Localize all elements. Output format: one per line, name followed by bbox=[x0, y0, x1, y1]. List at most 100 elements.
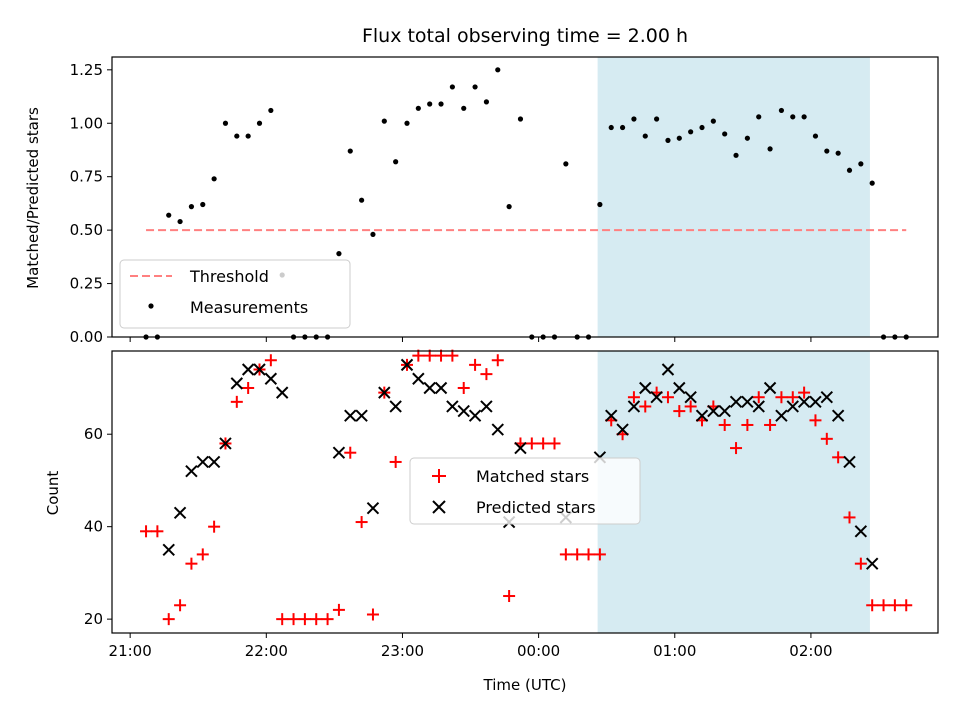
measurement-point bbox=[495, 67, 501, 73]
measurement-point bbox=[801, 114, 807, 120]
predicted-star-marker bbox=[752, 400, 765, 413]
measurement-point bbox=[858, 161, 864, 167]
matched-star-marker bbox=[900, 599, 913, 612]
predicted-star-marker bbox=[616, 423, 629, 436]
matched-star-marker bbox=[310, 613, 323, 626]
bottom-ytick-label: 60 bbox=[84, 425, 103, 443]
predicted-star-marker bbox=[344, 409, 357, 422]
matched-star-marker bbox=[786, 391, 799, 404]
matched-star-marker bbox=[820, 432, 833, 445]
predicted-star-marker bbox=[275, 386, 289, 399]
measurement-point bbox=[846, 167, 853, 173]
matched-star-marker bbox=[321, 613, 334, 626]
measurement-point bbox=[461, 105, 467, 111]
measurement-point bbox=[744, 135, 750, 141]
bottom-legend: Matched stars Predicted stars bbox=[409, 457, 641, 525]
measurement-point bbox=[449, 84, 455, 90]
matched-star-marker bbox=[412, 349, 425, 362]
measurement-point bbox=[222, 120, 229, 126]
xtick-label: 22:00 bbox=[245, 642, 288, 660]
predicted-star-marker bbox=[400, 358, 414, 372]
predicted-star-marker bbox=[809, 395, 822, 409]
matched-star-marker bbox=[344, 446, 357, 459]
matched-star-marker bbox=[298, 613, 311, 626]
measurement-point bbox=[676, 135, 682, 141]
measurement-point bbox=[268, 107, 274, 114]
xtick-label: 02:00 bbox=[789, 642, 832, 660]
predicted-star-marker bbox=[797, 395, 811, 409]
top-legend: Threshold Measurements bbox=[119, 259, 351, 329]
bottom-ylabel: Count bbox=[44, 471, 62, 516]
measurement-point bbox=[767, 146, 773, 152]
top-legend-box bbox=[119, 259, 351, 329]
predicted-star-marker bbox=[741, 395, 754, 409]
predicted-star-marker bbox=[264, 372, 278, 385]
predicted-star-marker bbox=[865, 557, 879, 570]
measurement-point bbox=[619, 124, 626, 131]
measurement-point bbox=[427, 101, 433, 107]
predicted-star-marker bbox=[729, 395, 743, 409]
matched-star-marker bbox=[888, 599, 901, 612]
legend-matched-swatch bbox=[432, 469, 446, 483]
legend-matched-label: Matched stars bbox=[476, 467, 589, 486]
predicted-star-marker bbox=[673, 381, 686, 395]
matched-star-marker bbox=[264, 354, 277, 367]
predicted-star-marker bbox=[378, 386, 391, 399]
measurement-point bbox=[336, 251, 342, 257]
chart-title: Flux total observing time = 2.00 h bbox=[362, 25, 688, 47]
predicted-star-marker bbox=[366, 501, 380, 515]
measurement-point bbox=[381, 118, 387, 124]
legend-measurements-swatch bbox=[148, 303, 154, 309]
predicted-star-marker bbox=[241, 363, 255, 376]
measurement-point bbox=[722, 131, 728, 137]
measurement-point bbox=[631, 116, 637, 122]
predicted-star-marker bbox=[468, 409, 482, 422]
measurement-point bbox=[359, 197, 365, 203]
measurement-point bbox=[688, 129, 694, 135]
top-axes-frame bbox=[111, 56, 939, 338]
measurement-point bbox=[699, 124, 705, 131]
measurement-point bbox=[733, 152, 739, 158]
legend-predicted-label: Predicted stars bbox=[476, 498, 596, 517]
top-ytick-label: 0.25 bbox=[70, 275, 103, 293]
predicted-star-marker bbox=[763, 381, 777, 395]
predicted-star-marker bbox=[219, 437, 232, 450]
measurement-point bbox=[256, 120, 263, 126]
predicted-star-marker bbox=[434, 381, 448, 395]
measurement-point bbox=[869, 180, 875, 186]
matched-star-marker bbox=[832, 451, 845, 464]
measurement-point bbox=[483, 99, 490, 105]
matched-star-marker bbox=[503, 590, 516, 603]
predicted-star-marker bbox=[775, 409, 788, 422]
bottom-panel: 20 40 60 21:00 22:00 23:00 00:00 01:00 02:00 Co… bbox=[44, 349, 939, 694]
measurement-point bbox=[188, 204, 195, 210]
legend-predicted-swatch bbox=[432, 500, 446, 514]
bottom-axes-frame bbox=[111, 350, 939, 634]
matched-star-marker bbox=[208, 520, 221, 533]
matched-star-marker bbox=[559, 548, 572, 561]
measurement-point bbox=[824, 148, 830, 154]
measurement-point bbox=[245, 133, 251, 139]
measurement-point bbox=[835, 150, 841, 156]
measurement-point bbox=[710, 118, 716, 124]
measurement-point bbox=[597, 201, 603, 208]
matched-star-marker bbox=[571, 548, 584, 561]
measurement-point bbox=[472, 84, 478, 90]
matched-star-marker bbox=[230, 395, 243, 408]
xtick-label: 00:00 bbox=[517, 642, 560, 660]
predicted-star-marker bbox=[684, 391, 697, 404]
matched-star-marker bbox=[866, 599, 879, 612]
measurement-point bbox=[756, 114, 762, 120]
legend-measurements-label: Measurements bbox=[190, 298, 308, 317]
matched-star-marker bbox=[639, 400, 652, 413]
matched-star-marker bbox=[435, 349, 448, 362]
measurement-point bbox=[234, 133, 240, 139]
xtick-label: 23:00 bbox=[381, 642, 424, 660]
matched-star-marker bbox=[151, 525, 164, 538]
measurement-point bbox=[563, 161, 569, 167]
measurement-point bbox=[506, 204, 512, 210]
measurement-point bbox=[517, 116, 524, 122]
predicted-star-marker bbox=[412, 372, 425, 385]
predicted-star-marker bbox=[491, 423, 504, 436]
matched-star-marker bbox=[843, 511, 856, 524]
